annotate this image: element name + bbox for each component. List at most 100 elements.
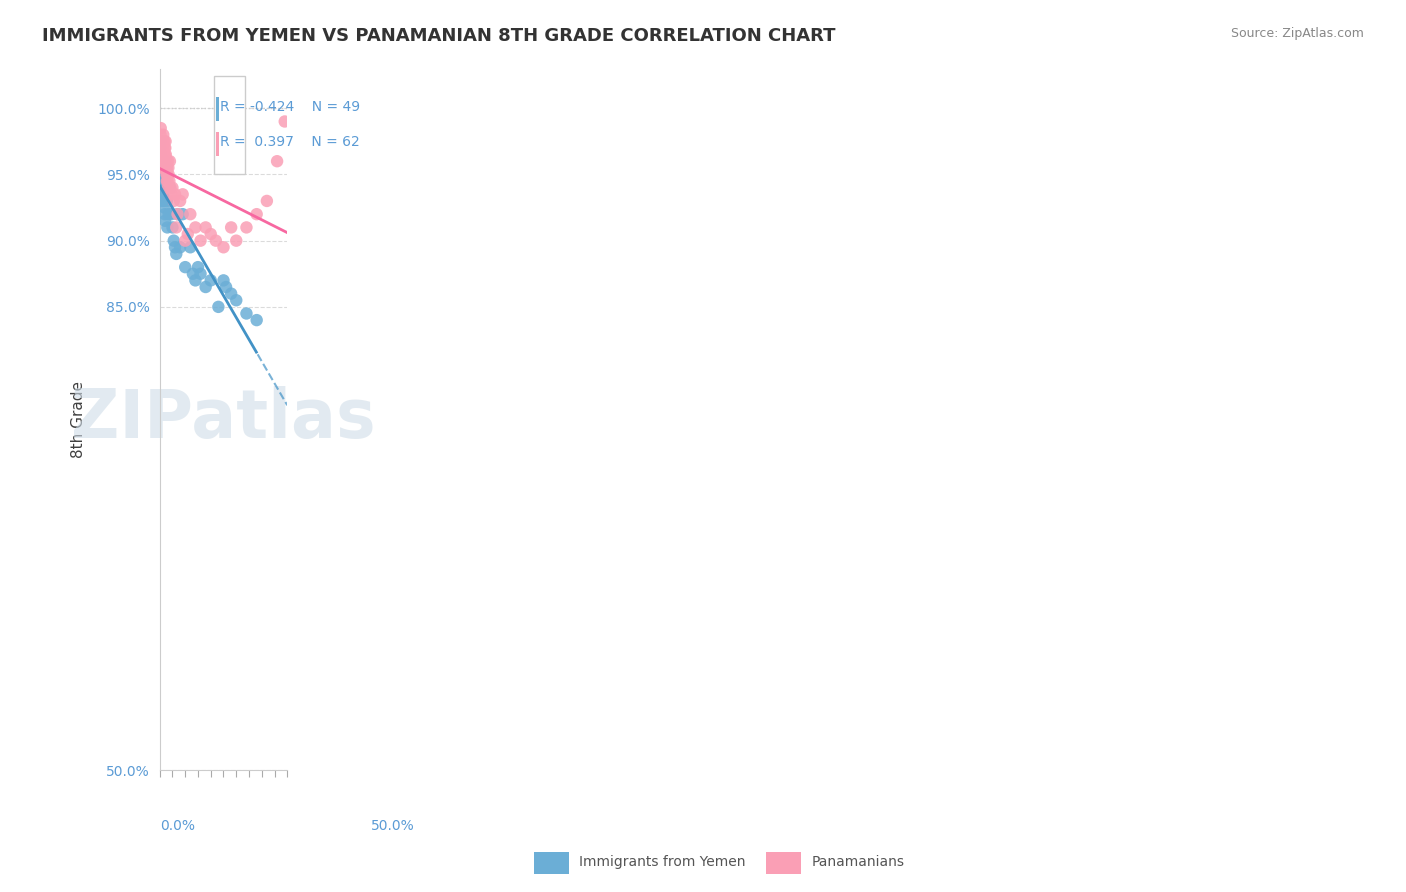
Point (155, 154, 177, 169)
Point (150, 161, 173, 175)
Point (149, 154, 172, 169)
Point (194, 280, 217, 294)
Point (159, 154, 181, 169)
Point (150, 147, 173, 161)
Point (160, 187, 183, 202)
Point (159, 180, 181, 194)
Point (156, 180, 179, 194)
Point (153, 174, 176, 188)
Point (235, 220, 257, 235)
Point (157, 154, 180, 169)
Point (149, 134, 172, 148)
Point (219, 220, 242, 235)
Point (179, 207, 201, 221)
FancyBboxPatch shape (217, 132, 219, 156)
Text: 50.0%: 50.0% (371, 820, 415, 833)
Point (150, 154, 173, 169)
Text: Immigrants from Yemen: Immigrants from Yemen (579, 855, 745, 869)
Point (152, 134, 174, 148)
Point (274, 114, 297, 128)
Point (163, 194, 186, 208)
Point (152, 194, 174, 208)
Point (163, 234, 186, 248)
Point (163, 240, 186, 254)
Point (172, 207, 194, 221)
Point (153, 147, 176, 161)
Point (174, 234, 197, 248)
Point (152, 180, 174, 194)
Point (169, 194, 191, 208)
Point (149, 134, 172, 148)
Point (162, 220, 184, 235)
Point (156, 161, 179, 175)
Point (152, 154, 174, 169)
Point (187, 260, 209, 274)
Point (184, 273, 207, 287)
Point (155, 134, 177, 148)
Point (156, 174, 179, 188)
Point (149, 121, 172, 136)
Point (184, 220, 207, 235)
Point (157, 174, 180, 188)
Point (225, 234, 247, 248)
Point (157, 161, 180, 175)
Point (205, 234, 228, 248)
Point (163, 187, 186, 202)
Point (152, 187, 174, 202)
Point (200, 273, 222, 287)
Point (246, 313, 269, 327)
Point (235, 306, 257, 320)
Point (160, 207, 183, 221)
Point (153, 214, 176, 228)
Point (149, 141, 172, 155)
Point (155, 161, 177, 175)
Point (149, 147, 172, 161)
Point (155, 161, 177, 175)
Point (150, 147, 173, 161)
Point (153, 154, 176, 169)
Text: IMMIGRANTS FROM YEMEN VS PANAMANIAN 8TH GRADE CORRELATION CHART: IMMIGRANTS FROM YEMEN VS PANAMANIAN 8TH … (42, 27, 835, 45)
Point (150, 161, 173, 175)
Point (194, 220, 217, 235)
Point (219, 286, 242, 301)
Point (157, 207, 180, 221)
Point (153, 154, 176, 169)
Point (150, 194, 173, 208)
Point (149, 134, 172, 148)
Point (152, 161, 174, 175)
Point (155, 147, 177, 161)
Point (156, 168, 179, 182)
Point (149, 128, 172, 142)
Point (152, 161, 174, 175)
Point (179, 240, 201, 254)
Point (200, 227, 222, 241)
Point (225, 293, 247, 308)
Point (152, 168, 174, 182)
Point (152, 141, 174, 155)
Point (165, 247, 187, 261)
Text: Source: ZipAtlas.com: Source: ZipAtlas.com (1230, 27, 1364, 40)
Point (155, 168, 177, 182)
Point (169, 240, 191, 254)
Text: R =  0.397    N = 62: R = 0.397 N = 62 (221, 136, 360, 149)
Point (162, 180, 184, 194)
Text: Panamanians: Panamanians (811, 855, 904, 869)
Point (152, 147, 174, 161)
Point (153, 154, 176, 169)
Point (166, 207, 188, 221)
Point (190, 267, 212, 281)
FancyBboxPatch shape (214, 76, 245, 174)
Point (150, 180, 173, 194)
Point (181, 267, 204, 281)
Point (153, 134, 176, 148)
Point (153, 141, 176, 155)
Point (212, 240, 235, 254)
Text: R = -0.424    N = 49: R = -0.424 N = 49 (221, 100, 360, 114)
Y-axis label: 8th Grade: 8th Grade (72, 381, 86, 458)
Point (152, 154, 174, 169)
Point (166, 207, 188, 221)
Point (152, 128, 174, 142)
Point (150, 187, 173, 202)
Point (149, 168, 172, 182)
Point (156, 194, 179, 208)
